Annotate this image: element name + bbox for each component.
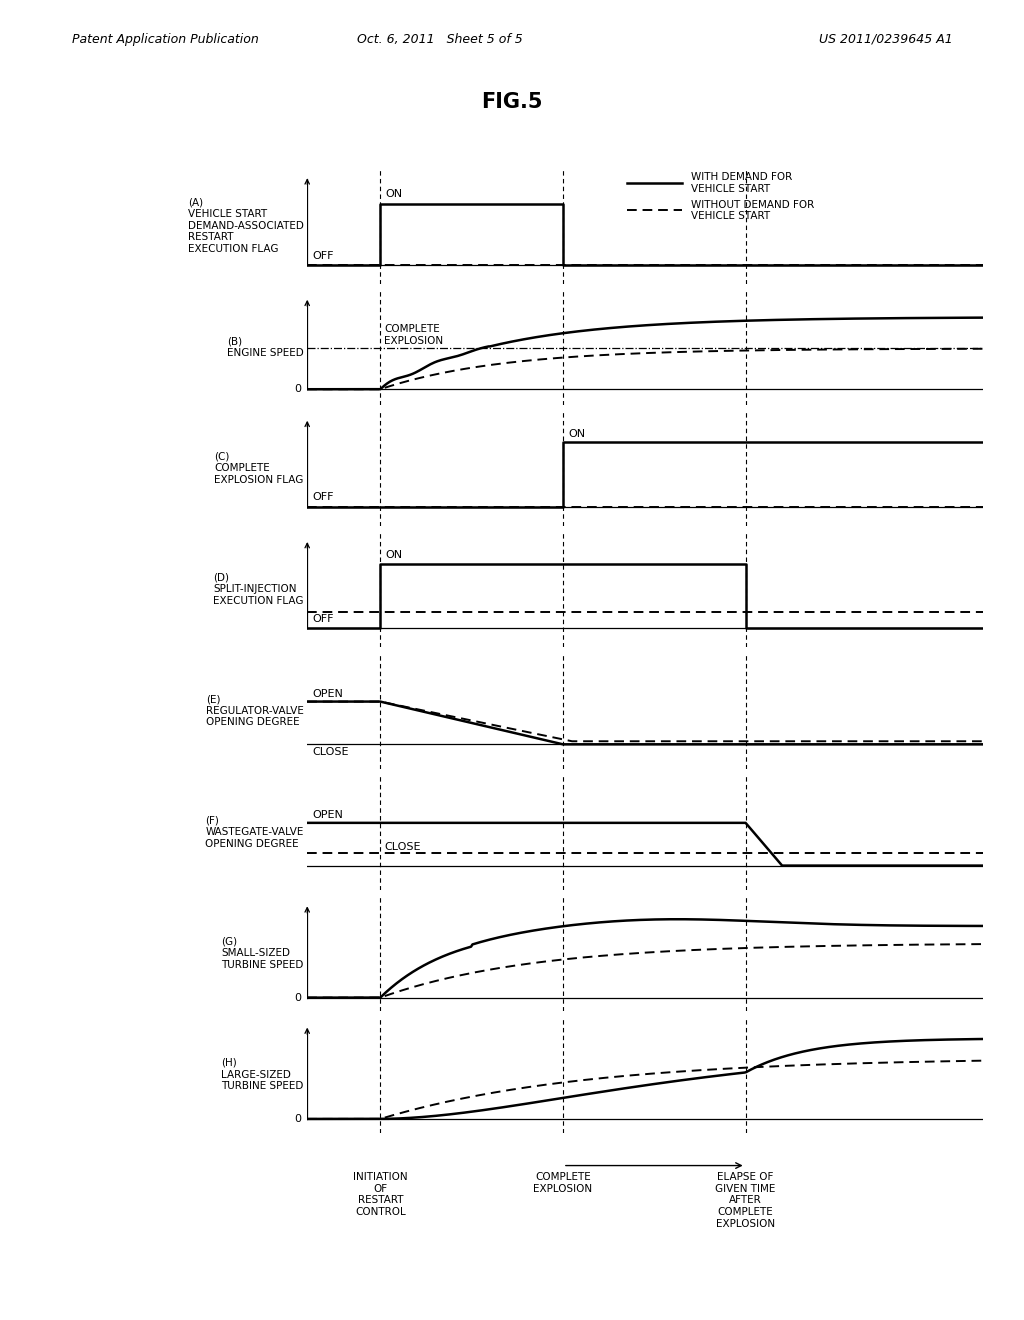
Text: (H)
LARGE-SIZED
TURBINE SPEED: (H) LARGE-SIZED TURBINE SPEED — [221, 1057, 304, 1092]
Text: ON: ON — [386, 189, 402, 199]
Text: (D)
SPLIT-INJECTION
EXECUTION FLAG: (D) SPLIT-INJECTION EXECUTION FLAG — [213, 573, 304, 606]
Text: OPEN: OPEN — [312, 689, 344, 698]
Text: OPEN: OPEN — [312, 809, 344, 820]
Text: OFF: OFF — [312, 492, 334, 503]
Text: 0: 0 — [295, 993, 302, 1003]
Text: (G)
SMALL-SIZED
TURBINE SPEED: (G) SMALL-SIZED TURBINE SPEED — [221, 937, 304, 970]
Text: 0: 0 — [295, 384, 302, 395]
Text: WITHOUT DEMAND FOR
VEHICLE START: WITHOUT DEMAND FOR VEHICLE START — [691, 199, 814, 222]
Text: COMPLETE
EXPLOSION: COMPLETE EXPLOSION — [534, 1172, 593, 1193]
Text: ON: ON — [568, 429, 586, 440]
Text: ON: ON — [386, 550, 402, 561]
Text: (E)
REGULATOR-VALVE
OPENING DEGREE: (E) REGULATOR-VALVE OPENING DEGREE — [206, 694, 304, 727]
Text: Oct. 6, 2011   Sheet 5 of 5: Oct. 6, 2011 Sheet 5 of 5 — [357, 33, 523, 46]
Text: Patent Application Publication: Patent Application Publication — [72, 33, 258, 46]
Text: (C)
COMPLETE
EXPLOSION FLAG: (C) COMPLETE EXPLOSION FLAG — [214, 451, 304, 484]
Text: WITH DEMAND FOR
VEHICLE START: WITH DEMAND FOR VEHICLE START — [691, 172, 792, 194]
Text: ELAPSE OF
GIVEN TIME
AFTER
COMPLETE
EXPLOSION: ELAPSE OF GIVEN TIME AFTER COMPLETE EXPL… — [716, 1172, 776, 1229]
Text: OFF: OFF — [312, 251, 334, 261]
Text: (B)
ENGINE SPEED: (B) ENGINE SPEED — [227, 337, 304, 358]
Text: (F)
WASTEGATE-VALVE
OPENING DEGREE: (F) WASTEGATE-VALVE OPENING DEGREE — [206, 816, 304, 849]
Text: FIG.5: FIG.5 — [481, 92, 543, 112]
Text: (A)
VEHICLE START
DEMAND-ASSOCIATED
RESTART
EXECUTION FLAG: (A) VEHICLE START DEMAND-ASSOCIATED REST… — [188, 198, 304, 253]
Text: 0: 0 — [295, 1114, 302, 1123]
Text: COMPLETE
EXPLOSION: COMPLETE EXPLOSION — [384, 325, 443, 346]
Text: OFF: OFF — [312, 614, 334, 623]
Text: INITIATION
OF
RESTART
CONTROL: INITIATION OF RESTART CONTROL — [353, 1172, 408, 1217]
Text: CLOSE: CLOSE — [312, 747, 349, 758]
Text: CLOSE: CLOSE — [384, 842, 421, 853]
Text: US 2011/0239645 A1: US 2011/0239645 A1 — [819, 33, 953, 46]
